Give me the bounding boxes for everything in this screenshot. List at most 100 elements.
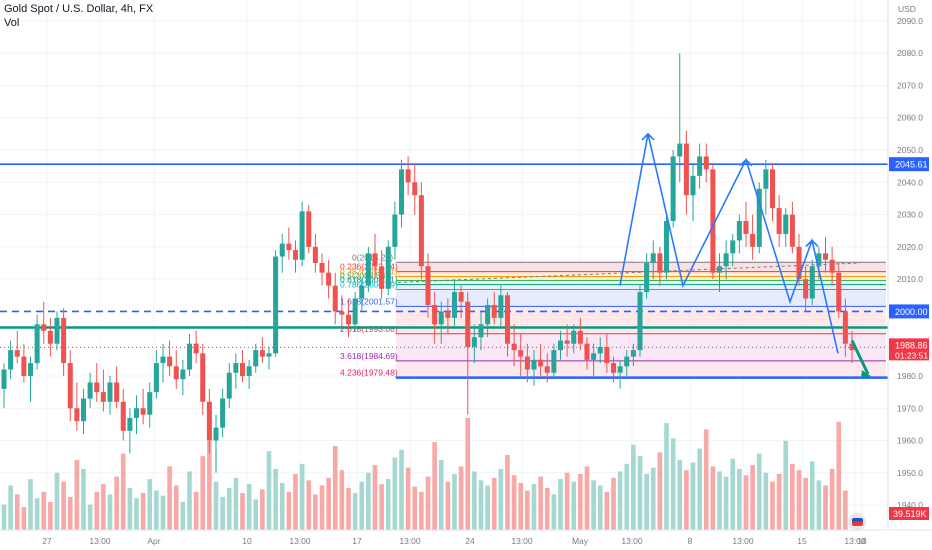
symbol-title: Gold Spot / U.S. Dollar, 4h, FX <box>4 3 154 15</box>
candle-body <box>458 292 464 302</box>
volume-bar <box>140 493 146 530</box>
candle-body <box>624 356 630 367</box>
volume-bar <box>134 498 139 530</box>
volume-bar <box>34 498 40 530</box>
candle-body <box>796 246 802 280</box>
candle-body <box>697 156 703 176</box>
volume-bar <box>28 479 33 530</box>
volume-bar <box>293 474 298 530</box>
candle-body <box>332 285 338 312</box>
volume-bar <box>273 468 278 530</box>
y-tick-label: 2080.0 <box>897 48 923 58</box>
volume-bar <box>372 465 378 530</box>
candle-body <box>610 363 617 373</box>
candle-body <box>153 363 159 393</box>
candle-body <box>160 356 166 364</box>
volume-bar <box>405 467 411 530</box>
volume-bar <box>94 491 100 530</box>
volume-bar <box>200 456 206 530</box>
volume-bar <box>717 471 722 530</box>
volume-badge <box>889 507 929 520</box>
candle-body <box>306 211 312 247</box>
x-tick-label: 10 <box>242 536 252 546</box>
candle-body <box>551 350 557 373</box>
x-tick-label: 13:00 <box>732 536 754 546</box>
volume-bar <box>107 494 113 530</box>
volume-bar <box>193 491 199 530</box>
fib-zone <box>396 271 886 277</box>
volume-bar <box>670 438 676 530</box>
candle-body <box>736 221 742 241</box>
candle-body <box>27 363 34 376</box>
x-tick-label: 24 <box>465 536 475 546</box>
volume-bar <box>14 494 20 530</box>
volume-bar <box>465 418 471 530</box>
volume-bar <box>763 472 769 530</box>
x-tick-label: 13:00 <box>621 536 643 546</box>
volume-bar <box>160 495 166 530</box>
volume-bar <box>74 460 80 530</box>
candle-body <box>584 343 590 360</box>
volume-bar <box>578 474 583 530</box>
candle-body <box>34 324 40 364</box>
volume-bar <box>624 463 630 530</box>
candle-body <box>147 392 153 415</box>
volume-bar <box>81 468 86 530</box>
candle-body <box>220 398 226 428</box>
volume-bar <box>220 496 225 530</box>
candle-body <box>259 350 265 357</box>
x-tick-label: 13:00 <box>844 536 866 546</box>
candle-body <box>233 363 239 373</box>
volume-bar <box>677 460 683 530</box>
candle-body <box>299 211 305 260</box>
volume-badge-label: 39.519K <box>893 509 927 519</box>
candle-body <box>485 304 491 325</box>
volume-bar <box>776 474 782 530</box>
candle-body <box>637 292 643 351</box>
volume-bar <box>571 481 577 530</box>
volume-bar <box>425 476 431 530</box>
candle-body <box>769 169 776 209</box>
trend-dotted-line <box>397 262 861 283</box>
candle-body <box>498 295 504 318</box>
volume-bar <box>21 507 27 530</box>
volume-bar <box>207 440 212 530</box>
candle-body <box>312 246 318 263</box>
fib-level-label: 1.618(2001.57) <box>340 296 398 306</box>
fib-level-label: 4.236(1979.48) <box>340 368 398 378</box>
fib-zone <box>396 276 886 281</box>
current-price-badge <box>889 338 929 361</box>
candle-body <box>94 382 100 393</box>
candle-body <box>617 366 623 373</box>
candle-body <box>246 366 252 376</box>
volume-bar <box>531 484 537 530</box>
candle-body <box>180 369 186 380</box>
x-tick-label: 13:00 <box>511 536 533 546</box>
volume-bar <box>650 467 656 530</box>
level-badge-label: 2045.61 <box>895 160 928 170</box>
volume-bar <box>644 474 649 530</box>
volume-bar <box>127 488 133 530</box>
volume-bar <box>445 481 451 530</box>
volume-bar <box>829 468 835 530</box>
candle-body <box>743 221 749 234</box>
candle-body <box>21 356 27 376</box>
candle-body <box>67 363 73 409</box>
volume-bar <box>240 493 245 530</box>
candle-body <box>392 214 398 247</box>
volume-bar <box>737 468 742 530</box>
candle-body <box>577 330 583 344</box>
candle-body <box>266 353 272 357</box>
volume-bar <box>332 446 338 530</box>
x-tick-label: 18 <box>857 536 867 546</box>
candle-body <box>365 253 371 286</box>
volume-bar <box>697 448 702 530</box>
y-tick-label: 2020.0 <box>897 242 923 252</box>
volume-bar <box>491 477 497 530</box>
candle-body <box>471 337 477 347</box>
volume-bar <box>597 485 603 530</box>
volume-bar <box>796 470 802 530</box>
volume-bar <box>505 454 510 530</box>
fib-zone <box>396 360 886 378</box>
